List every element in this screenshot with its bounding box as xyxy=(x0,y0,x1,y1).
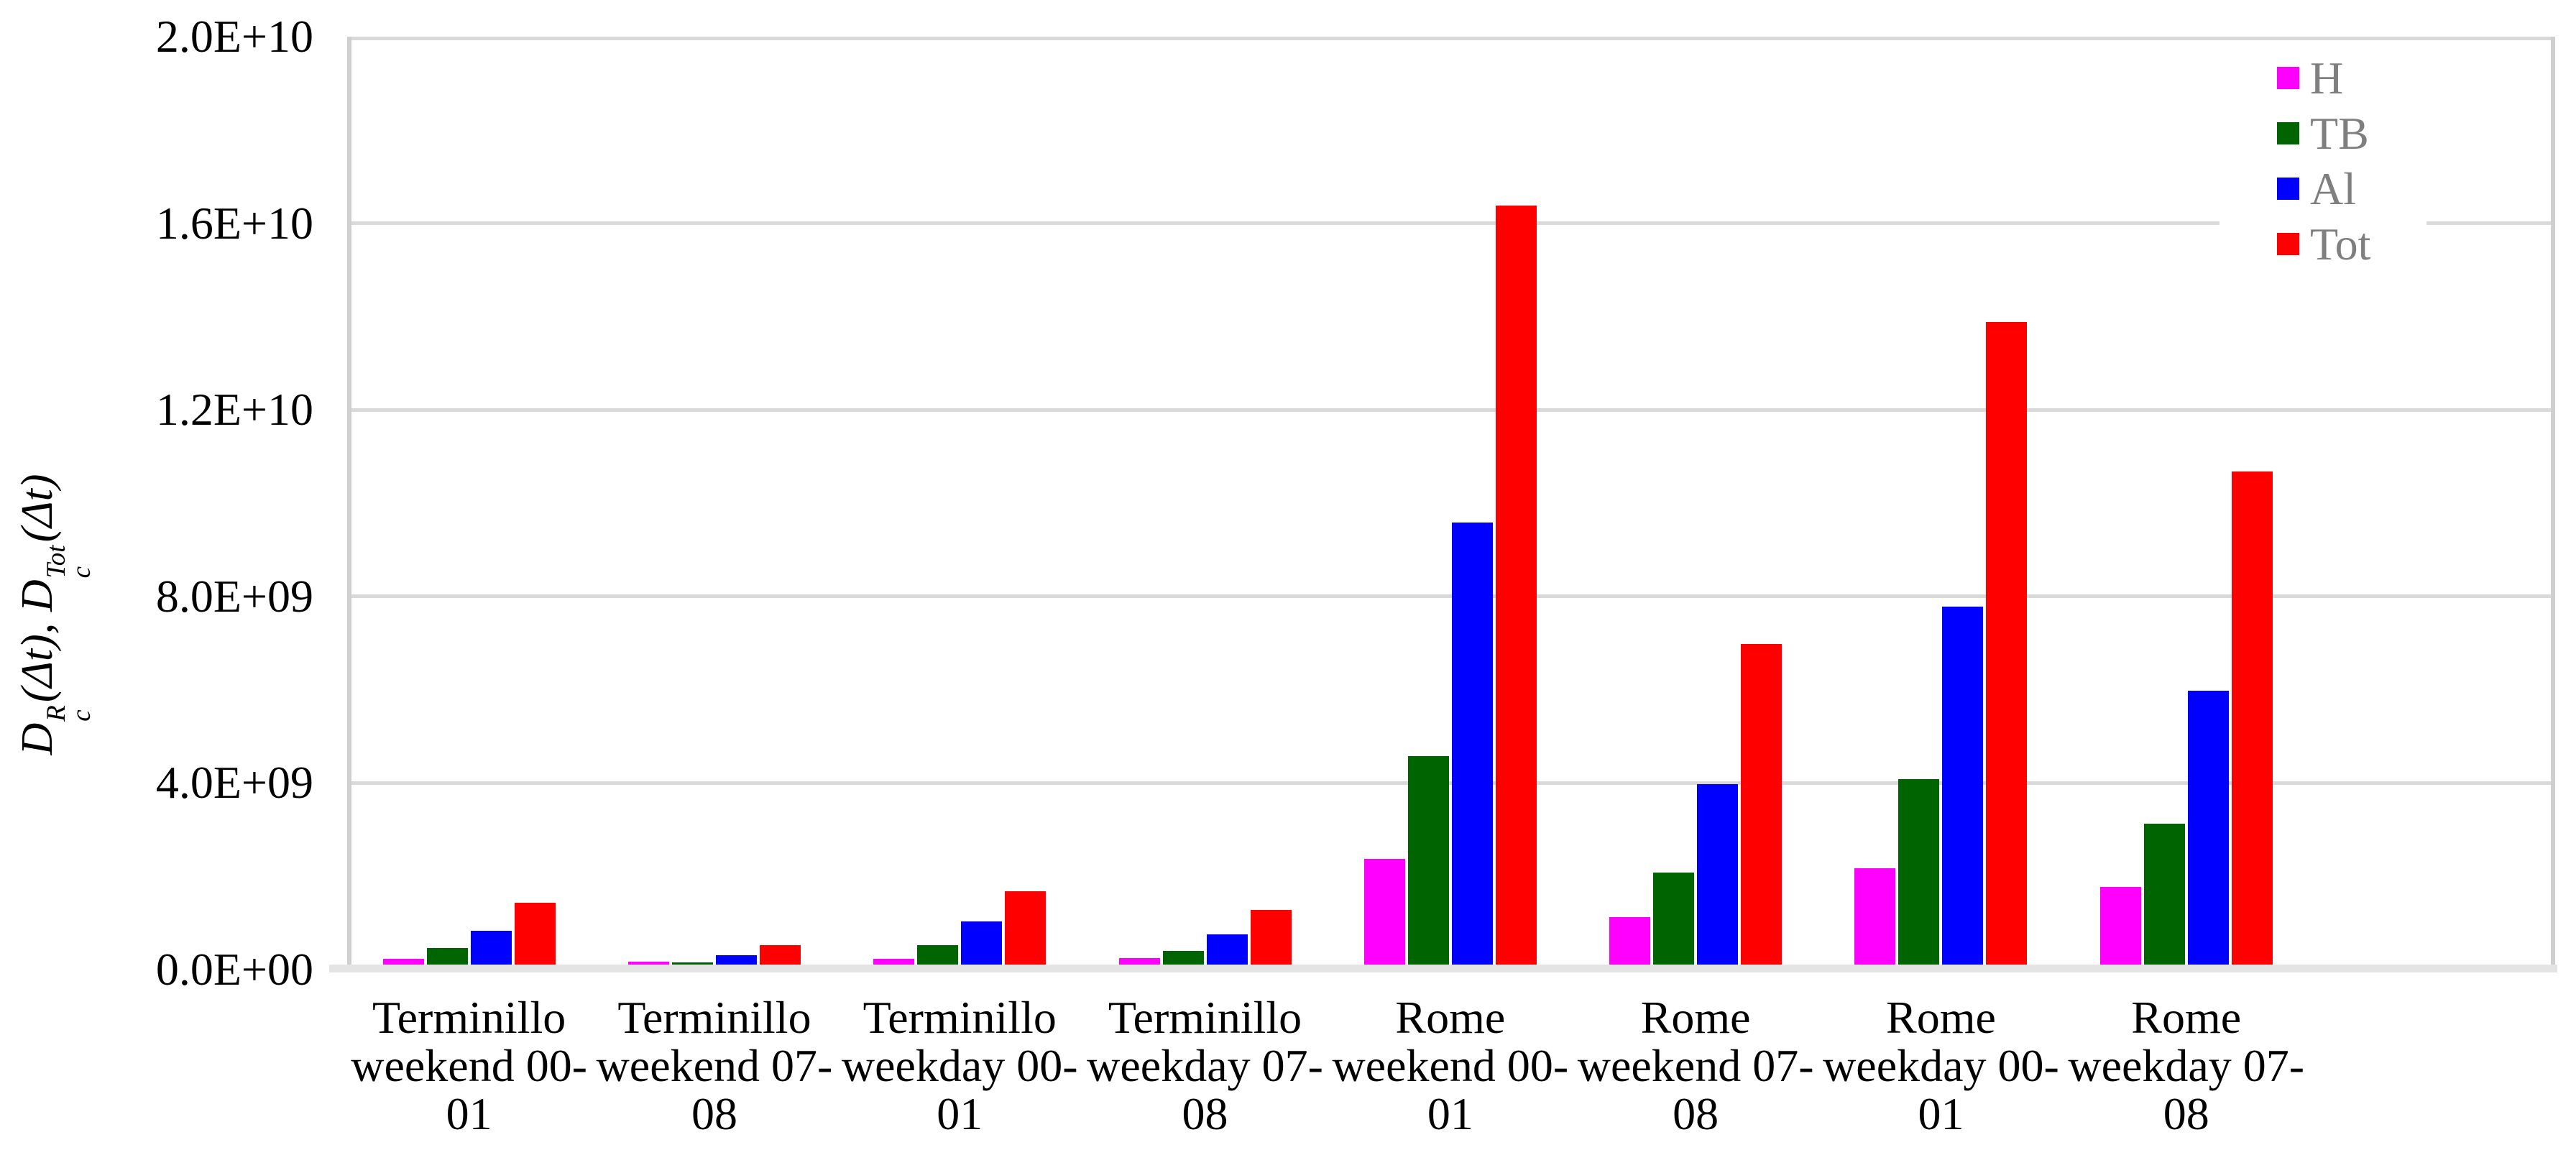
x-axis-line xyxy=(329,965,2557,972)
x-axis-label: Rome weekday 07- 08 xyxy=(2064,993,2309,1138)
x-axis-label-line: Terminillo xyxy=(1108,992,1302,1043)
bar-al-7 xyxy=(1942,607,1984,966)
x-axis-label-line: 08 xyxy=(2163,1088,2209,1139)
legend-item-tot: Tot xyxy=(2220,216,2426,272)
bar-al-6 xyxy=(1697,784,1739,966)
bar-tot-2 xyxy=(759,945,801,966)
bar-tb-6 xyxy=(1653,873,1695,966)
bar-tb-4 xyxy=(1162,951,1204,966)
y-title-text: (Δt) xyxy=(12,474,62,543)
bar-al-1 xyxy=(470,931,512,966)
gridline xyxy=(349,37,2553,40)
y-tick-label: 1.6E+10 xyxy=(155,197,313,249)
plot-area xyxy=(349,37,2553,970)
legend-swatch-tot xyxy=(2277,233,2299,255)
bar-h-7 xyxy=(1854,868,1896,966)
bar-tb-7 xyxy=(1898,779,1940,966)
bar-al-4 xyxy=(1206,934,1248,966)
gridline xyxy=(349,781,2553,785)
bar-tot-3 xyxy=(1005,891,1046,966)
bar-h-2 xyxy=(627,962,669,966)
x-axis-label-line: Rome xyxy=(1395,992,1506,1043)
legend-item-h: H xyxy=(2220,50,2426,106)
gridline xyxy=(349,221,2553,226)
bar-h-5 xyxy=(1363,859,1405,966)
x-axis-label: Rome weekend 00- 01 xyxy=(1328,993,1573,1138)
bar-tot-1 xyxy=(514,903,556,966)
x-axis-label-line: Terminillo xyxy=(862,992,1057,1043)
x-axis-label: Terminillo weekend 07- 08 xyxy=(592,993,837,1138)
x-axis-label-line: weekend 07- xyxy=(596,1040,833,1091)
y-title-text: (Δt), xyxy=(12,612,62,703)
bar-al-3 xyxy=(961,921,1003,966)
x-axis-label-line: weekend 00- xyxy=(351,1040,588,1091)
x-axis-label-line: Terminillo xyxy=(372,992,566,1043)
bar-tb-2 xyxy=(671,962,713,966)
x-axis-label-line: Rome xyxy=(1640,992,1751,1043)
x-axis-label-line: 08 xyxy=(1182,1088,1228,1139)
plot-right-border xyxy=(2551,37,2555,966)
x-axis-label-line: 01 xyxy=(937,1088,983,1139)
x-axis-label-line: 01 xyxy=(446,1088,492,1139)
x-axis-label-line: weekend 07- xyxy=(1577,1040,1814,1091)
x-axis-label-line: weekday 00- xyxy=(841,1040,1078,1091)
x-axis-label: Terminillo weekday 00- 01 xyxy=(837,993,1082,1138)
legend: H TB Al Tot xyxy=(2220,43,2426,282)
legend-label: TB xyxy=(2310,107,2369,159)
y-title-text: D xyxy=(12,722,62,755)
bar-tb-1 xyxy=(426,948,468,966)
x-axis-label-line: weekday 07- xyxy=(1087,1040,1323,1091)
bar-tb-8 xyxy=(2143,824,2185,966)
x-axis-label-line: Terminillo xyxy=(617,992,811,1043)
x-axis-label: Rome weekday 00- 01 xyxy=(1818,993,2064,1138)
gridline xyxy=(349,594,2553,599)
x-axis-label-line: Rome xyxy=(2131,992,2242,1043)
x-axis-label-line: weekday 00- xyxy=(1823,1040,2059,1091)
x-axis-label-line: 08 xyxy=(691,1088,737,1139)
x-axis-label: Terminillo weekday 07- 08 xyxy=(1082,993,1328,1138)
bar-al-8 xyxy=(2187,691,2229,966)
bar-tot-7 xyxy=(1986,322,2028,966)
y-axis-line xyxy=(347,37,351,966)
x-axis-label-line: weekday 07- xyxy=(2068,1040,2305,1091)
bar-tb-3 xyxy=(917,945,959,966)
legend-swatch-h xyxy=(2277,67,2299,89)
bar-tot-8 xyxy=(2231,472,2273,966)
legend-label: H xyxy=(2310,52,2344,104)
legend-item-al: Al xyxy=(2220,161,2426,216)
x-axis-label: Rome weekend 07- 08 xyxy=(1573,993,1818,1138)
bar-tot-5 xyxy=(1495,206,1537,966)
x-axis-label-line: Rome xyxy=(1886,992,1996,1043)
bar-h-3 xyxy=(873,959,915,966)
bar-h-6 xyxy=(1609,917,1651,966)
bar-al-2 xyxy=(715,955,757,966)
y-tick-label: 8.0E+09 xyxy=(155,570,313,622)
y-tick-label: 1.2E+10 xyxy=(155,384,313,436)
x-axis-label-line: 08 xyxy=(1673,1088,1719,1139)
x-axis-label-line: 01 xyxy=(1918,1088,1964,1139)
bar-h-1 xyxy=(382,959,424,966)
gridline xyxy=(349,408,2553,412)
y-tick-label: 0.0E+00 xyxy=(155,944,313,995)
legend-swatch-tb xyxy=(2277,122,2299,144)
x-axis-label: Terminillo weekend 00- 01 xyxy=(346,993,592,1138)
bar-tot-6 xyxy=(1741,644,1782,966)
bar-tot-4 xyxy=(1250,910,1292,966)
bar-al-5 xyxy=(1451,523,1493,966)
bar-h-8 xyxy=(2099,887,2141,966)
x-axis-label-line: weekend 00- xyxy=(1332,1040,1569,1091)
legend-swatch-al xyxy=(2277,178,2299,200)
y-tick-label: 2.0E+10 xyxy=(155,11,313,62)
legend-item-tb: TB xyxy=(2220,106,2426,161)
legend-label: Tot xyxy=(2310,218,2371,270)
legend-label: Al xyxy=(2310,162,2356,214)
bar-tb-5 xyxy=(1407,756,1449,966)
y-tick-label: 4.0E+09 xyxy=(155,757,313,809)
x-axis-label-line: 01 xyxy=(1427,1088,1473,1139)
bar-h-4 xyxy=(1118,958,1160,966)
